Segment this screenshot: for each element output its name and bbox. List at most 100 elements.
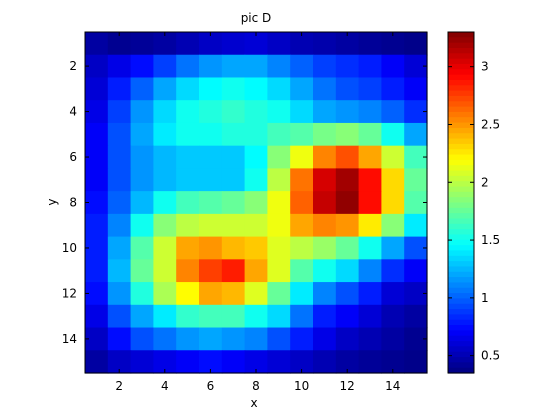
heatmap-cell xyxy=(221,327,246,351)
heatmap-cell xyxy=(267,259,291,283)
heatmap-cell xyxy=(290,213,314,238)
x-axis-ticks: 2 4 6 8 10 12 14 xyxy=(115,32,400,393)
heatmap-cell xyxy=(404,145,428,169)
heatmap-cell xyxy=(335,259,360,283)
heatmap-cell xyxy=(130,77,154,101)
heatmap-cell xyxy=(85,122,109,147)
heatmap-cell xyxy=(199,259,223,283)
colorbar-segment xyxy=(448,32,474,38)
colorbar-segment xyxy=(448,223,474,230)
x-tick-label: 8 xyxy=(252,379,260,393)
y-axis-label: y xyxy=(45,198,59,205)
x-tick-label: 4 xyxy=(161,379,169,393)
colorbar-segment xyxy=(448,335,474,342)
heatmap-cell xyxy=(313,350,337,374)
heatmap-cell xyxy=(153,191,177,215)
heatmap-cell xyxy=(335,54,360,79)
heatmap-cell xyxy=(313,259,337,283)
heatmap-cell xyxy=(85,350,109,374)
heatmap-cell xyxy=(358,168,382,192)
colorbar-segment xyxy=(448,250,474,257)
colorbar-tick-label: 0.5 xyxy=(481,349,500,363)
heatmap-cell xyxy=(358,191,382,215)
colorbar-segment xyxy=(448,191,474,198)
colorbar-segment xyxy=(448,362,474,369)
colorbar-segment xyxy=(448,117,474,124)
heatmap-cell xyxy=(244,168,268,192)
y-tick-label: 12 xyxy=(62,286,77,300)
heatmap-cell xyxy=(85,100,109,124)
heatmap-cell xyxy=(176,213,200,238)
heatmap-cell xyxy=(199,145,223,169)
colorbar-segment xyxy=(448,95,474,102)
heatmap-cell xyxy=(85,213,109,238)
colorbar-segment xyxy=(448,330,474,337)
heatmap-cell xyxy=(404,168,428,192)
heatmap-cell xyxy=(153,236,177,260)
heatmap-cell xyxy=(358,77,382,101)
heatmap-cell xyxy=(107,304,132,329)
heatmap-cell xyxy=(404,122,428,147)
heatmap-cell xyxy=(176,259,200,283)
heatmap-cell xyxy=(404,100,428,124)
colorbar-segment xyxy=(448,202,474,209)
heatmap-cell xyxy=(107,54,132,79)
heatmap-cell xyxy=(313,122,337,147)
heatmap-cell xyxy=(153,145,177,169)
heatmap-cell xyxy=(85,32,109,56)
heatmap-cell xyxy=(290,100,314,124)
heatmap-cell xyxy=(290,122,314,147)
heatmap-cell xyxy=(381,350,405,374)
heatmap-cell xyxy=(313,100,337,124)
heatmap-cell xyxy=(85,168,109,192)
colorbar-tick-label: 2.5 xyxy=(481,117,500,131)
colorbar-segment xyxy=(448,314,474,321)
heatmap-cell xyxy=(290,304,314,329)
colorbar-segment xyxy=(448,175,474,182)
heatmap-cell xyxy=(107,350,132,374)
x-tick-label: 2 xyxy=(115,379,123,393)
heatmap-cell xyxy=(358,304,382,329)
y-tick-label: 4 xyxy=(69,105,77,119)
heatmap-cell xyxy=(130,122,154,147)
heatmap-cell xyxy=(244,54,268,79)
heatmap-cell xyxy=(381,168,405,192)
heatmap-cell xyxy=(221,100,246,124)
heatmap-cell xyxy=(221,32,246,56)
heatmap-cell xyxy=(358,213,382,238)
y-tick-label: 14 xyxy=(62,332,77,346)
heatmap-cell xyxy=(176,32,200,56)
y-axis-ticks: 2 4 6 8 10 12 14 xyxy=(62,59,427,346)
heatmap-cell xyxy=(153,282,177,306)
heatmap-cell xyxy=(267,32,291,56)
heatmap-cell xyxy=(199,122,223,147)
heatmap-cell xyxy=(244,77,268,101)
heatmap-cell xyxy=(107,191,132,215)
heatmap-cell xyxy=(221,77,246,101)
heatmap-cell xyxy=(176,77,200,101)
colorbar-segment xyxy=(448,133,474,140)
colorbar-segment xyxy=(448,207,474,214)
heatmap-cell xyxy=(290,236,314,260)
heatmap-cell xyxy=(221,350,246,374)
heatmap-cell xyxy=(267,54,291,79)
heatmap-cell xyxy=(267,327,291,351)
heatmap-cell xyxy=(107,145,132,169)
heatmap-cell xyxy=(176,122,200,147)
heatmap-cell xyxy=(85,191,109,215)
heatmap-cell xyxy=(153,327,177,351)
heatmap-cell xyxy=(313,236,337,260)
heatmap-cell xyxy=(221,54,246,79)
heatmap-cell xyxy=(221,304,246,329)
colorbar-segment xyxy=(448,42,474,49)
colorbar-segment xyxy=(448,341,474,347)
colorbar-segment xyxy=(448,271,474,278)
heatmap-cell xyxy=(290,77,314,101)
colorbar-segment xyxy=(448,245,474,252)
colorbar-segment xyxy=(448,165,474,172)
heatmap-cell xyxy=(244,100,268,124)
heatmap-cell xyxy=(244,145,268,169)
heatmap-cell xyxy=(313,168,337,192)
heatmap-cell xyxy=(244,122,268,147)
